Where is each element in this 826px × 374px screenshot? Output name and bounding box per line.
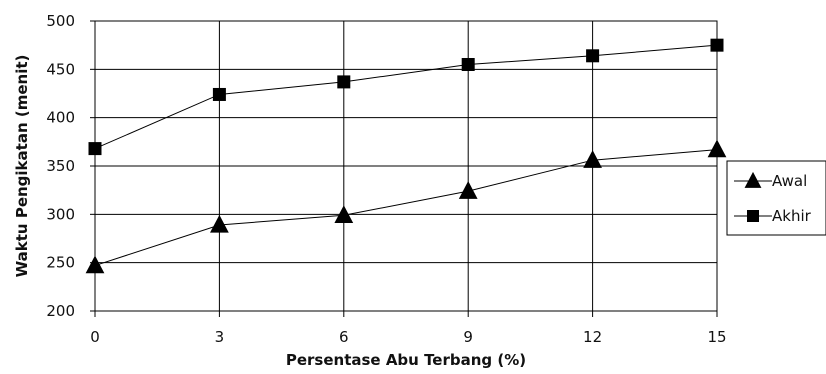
data-point-akhir-6 [337, 75, 351, 89]
x-tick-label: 15 [707, 328, 726, 346]
series-line-awal [94, 149, 718, 267]
legend-label-awal: Awal [772, 172, 807, 190]
x-axis-title: Persentase Abu Terbang (%) [286, 351, 526, 369]
x-tick-label: 9 [463, 328, 473, 346]
x-tick-label: 0 [90, 328, 100, 346]
legend-marker-akhir [747, 210, 759, 222]
x-tick-label: 3 [215, 328, 225, 346]
y-tick-label: 200 [46, 302, 75, 320]
data-point-akhir-0 [88, 142, 102, 156]
y-tick-label: 500 [46, 12, 75, 30]
series-line-akhir [94, 44, 718, 150]
x-tick-label: 6 [339, 328, 349, 346]
plot-frame [94, 20, 718, 312]
y-tick-label: 350 [46, 157, 75, 175]
data-point-awal-15 [707, 139, 727, 158]
data-point-awal-9 [458, 181, 478, 199]
x-tick-label: 12 [583, 328, 602, 346]
y-tick-label: 450 [46, 60, 75, 78]
data-point-awal-6 [334, 205, 354, 223]
data-point-awal-3 [210, 214, 229, 233]
y-tick-label: 250 [46, 254, 75, 272]
y-tick-label: 300 [46, 205, 75, 223]
data-point-akhir-3 [212, 87, 226, 101]
y-tick-label: 400 [46, 109, 75, 127]
y-axis-title: Waktu Pengikatan (menit) [13, 55, 31, 278]
legend-box [726, 160, 826, 236]
legend-marker-awal [744, 171, 762, 188]
data-point-awal-12 [583, 150, 602, 168]
data-point-awal-0 [85, 255, 105, 274]
data-point-akhir-9 [461, 58, 475, 71]
data-point-akhir-12 [586, 49, 600, 63]
data-point-akhir-15 [710, 38, 724, 52]
legend-label-akhir: Akhir [772, 207, 812, 225]
